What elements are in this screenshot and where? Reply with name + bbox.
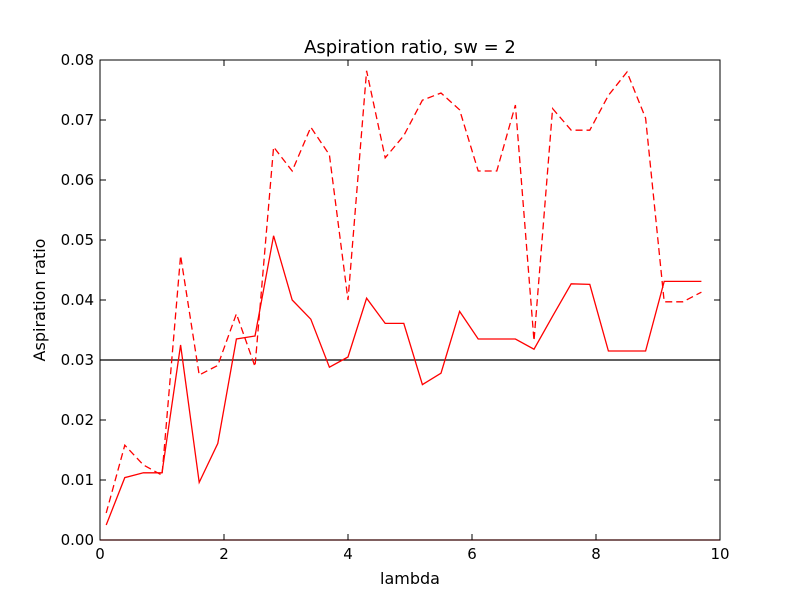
y-tick-label: 0.02	[61, 411, 94, 429]
y-tick-label: 0.06	[61, 171, 94, 189]
x-tick-label: 0	[95, 545, 105, 563]
chart-title: Aspiration ratio, sw = 2	[304, 37, 516, 58]
x-tick-label: 6	[467, 545, 477, 563]
y-tick-label: 0.00	[61, 531, 94, 549]
x-axis-label: lambda	[380, 569, 440, 588]
y-tick-label: 0.04	[61, 291, 94, 309]
x-tick-label: 4	[343, 545, 353, 563]
y-tick-label: 0.05	[61, 231, 94, 249]
axis-ticks: 0 2 4 6 8 10 0.00 0.01 0.02 0.03 0.04 0.05 0.06 0.07 0…	[61, 51, 730, 563]
axes-frame	[99, 59, 721, 541]
y-axis-label: Aspiration ratio	[30, 239, 49, 362]
series-line-0-solid	[105, 235, 702, 526]
y-tick-label: 0.07	[61, 111, 94, 129]
plot-area	[100, 70, 720, 541]
y-tick-label: 0.08	[61, 51, 94, 69]
x-tick-label: 8	[591, 545, 601, 563]
series-line-1-dashed	[105, 70, 702, 514]
x-tick-label: 10	[710, 545, 729, 563]
x-tick-label: 2	[219, 545, 229, 563]
y-tick-label: 0.01	[61, 471, 94, 489]
y-tick-label: 0.03	[61, 351, 94, 369]
